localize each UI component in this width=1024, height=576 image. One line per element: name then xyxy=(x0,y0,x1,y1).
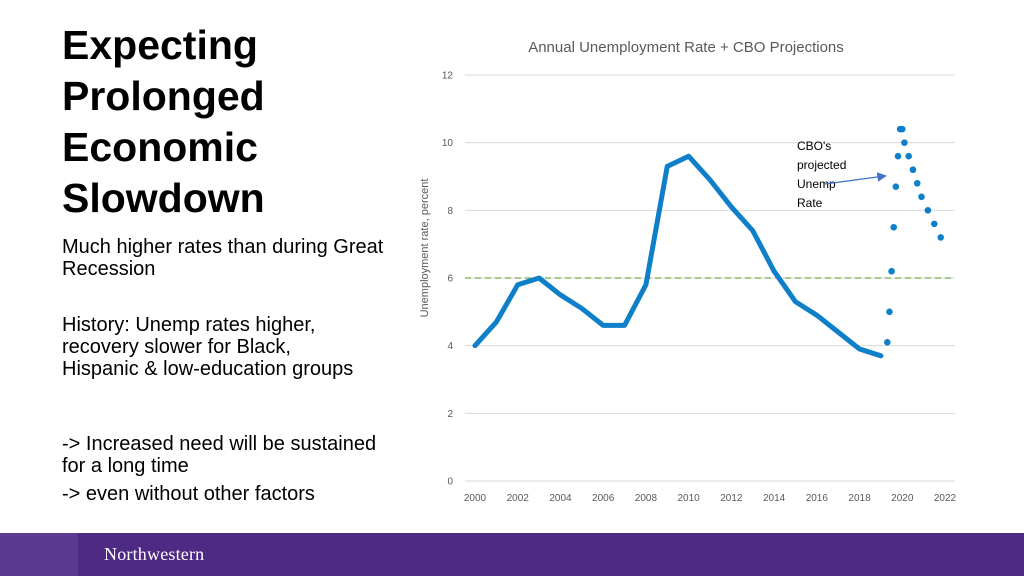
footer-bar: Northwestern xyxy=(0,533,1024,576)
x-tick-label: 2016 xyxy=(806,493,829,504)
projection-point xyxy=(898,125,906,133)
y-tick-label: 10 xyxy=(442,138,454,149)
projection-point xyxy=(918,193,925,201)
annotation-text-line: projected xyxy=(797,158,846,172)
projection-point xyxy=(913,179,921,187)
x-tick-label: 2022 xyxy=(934,493,957,504)
projection-point xyxy=(901,139,908,146)
y-tick-label: 8 xyxy=(447,206,453,217)
x-tick-label: 2010 xyxy=(678,493,701,504)
series xyxy=(465,125,955,359)
projection-point xyxy=(905,152,912,160)
x-tick-label: 2008 xyxy=(635,493,658,504)
x-tick-label: 2004 xyxy=(549,493,572,504)
title-line-2: Prolonged xyxy=(62,73,265,119)
bullet-1: Much higher rates than during Great Rece… xyxy=(62,236,384,280)
y-tick-labels: 0 2 4 6 8 10 12 xyxy=(442,71,454,488)
y-tick-label: 4 xyxy=(447,341,453,352)
projection-point xyxy=(884,338,891,346)
unemployment-chart: Annual Unemployment Rate + CBO Projectio… xyxy=(419,39,957,504)
projection-point xyxy=(886,308,893,316)
annotation-text-line: Rate xyxy=(797,196,823,210)
bullet-4: -> even without other factors xyxy=(62,483,315,505)
projection-point xyxy=(890,223,898,231)
annotation-arrow xyxy=(824,172,887,185)
x-tick-label: 2002 xyxy=(507,493,530,504)
x-tick-labels: 2000 2002 2004 2006 2008 2010 2012 2014 2016 2018… xyxy=(464,493,957,504)
projection-point xyxy=(924,207,932,214)
y-axis-label: Unemployment rate, percent xyxy=(419,179,431,318)
projection-point xyxy=(894,152,902,160)
series-line-historical xyxy=(472,153,884,359)
slide-title: Expecting Prolonged Economic Slowdown xyxy=(62,20,392,224)
chart-title: Annual Unemployment Rate + CBO Projectio… xyxy=(528,39,844,56)
annotation-text-line: CBO's xyxy=(797,139,831,153)
projection-point xyxy=(937,234,945,241)
x-tick-label: 2014 xyxy=(763,493,786,504)
x-tick-label: 2012 xyxy=(720,493,743,504)
x-tick-label: 2020 xyxy=(891,493,914,504)
projection-point xyxy=(892,183,900,190)
projection-point xyxy=(888,267,895,275)
y-tick-label: 2 xyxy=(447,409,453,420)
projection-point xyxy=(909,166,917,174)
title-line-4: Slowdown xyxy=(62,175,265,221)
annotation-text-line: Unemp xyxy=(797,177,836,191)
annotations: CBO's projected Unemp Rate xyxy=(797,139,887,210)
title-line-1: Expecting xyxy=(62,22,258,68)
y-tick-label: 0 xyxy=(447,477,453,488)
x-tick-label: 2018 xyxy=(848,493,871,504)
title-line-3: Economic xyxy=(62,124,258,170)
projection-point xyxy=(931,220,938,228)
bullet-2: History: Unemp rates higher, recovery sl… xyxy=(62,314,354,380)
bullet-3: -> Increased need will be sustained for … xyxy=(62,433,377,477)
footer-accent xyxy=(0,533,78,576)
y-tick-label: 6 xyxy=(447,274,453,285)
y-tick-label: 12 xyxy=(442,71,454,82)
x-tick-label: 2006 xyxy=(592,493,615,504)
x-tick-label: 2000 xyxy=(464,493,487,504)
northwestern-logo: Northwestern xyxy=(104,544,205,564)
